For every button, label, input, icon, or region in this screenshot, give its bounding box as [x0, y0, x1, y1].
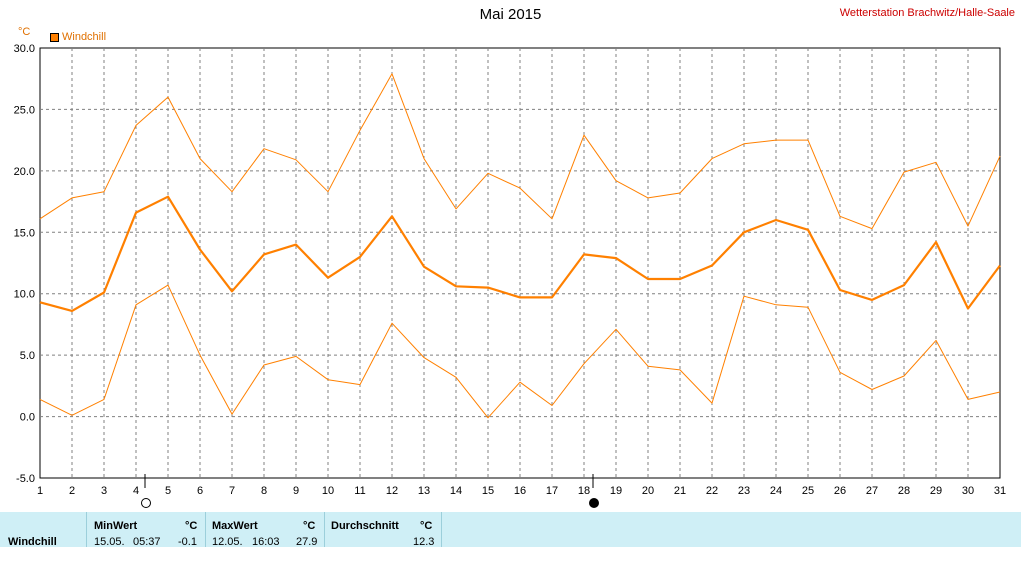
- x-tick-label: 31: [994, 485, 1006, 497]
- y-tick-label: 20.0: [14, 166, 35, 178]
- x-tick-label: 30: [962, 485, 974, 497]
- legend-swatch: [50, 32, 59, 42]
- x-tick-label: 12: [386, 485, 398, 497]
- legend: Windchill: [50, 31, 106, 43]
- station-name: Wetterstation Brachwitz/Halle-Saale: [839, 7, 1015, 19]
- x-tick-label: 13: [418, 485, 430, 497]
- x-tick-label: 3: [101, 485, 107, 497]
- x-tick-label: 4: [133, 485, 139, 497]
- y-tick-label: 0.0: [20, 412, 35, 424]
- max-unit: °C: [303, 520, 316, 532]
- min-time: 05:37: [133, 536, 161, 548]
- x-tick-label: 20: [642, 485, 654, 497]
- x-tick-label: 6: [197, 485, 203, 497]
- x-tick-label: 17: [546, 485, 558, 497]
- max-label: MaxWert: [212, 520, 258, 532]
- max-date: 12.05.: [212, 536, 243, 548]
- y-tick-label: 5.0: [20, 350, 35, 362]
- x-tick-label: 7: [229, 485, 235, 497]
- y-tick-label: 25.0: [14, 104, 35, 116]
- x-tick-label: 28: [898, 485, 910, 497]
- y-tick-label: 15.0: [14, 227, 35, 239]
- series-line-max: [39, 73, 1001, 230]
- x-tick-label: 1: [37, 485, 43, 497]
- min-label: MinWert: [94, 520, 138, 532]
- x-tick-label: 21: [674, 485, 686, 497]
- plot-frame: [39, 47, 1001, 479]
- x-tick-label: 11: [354, 485, 365, 497]
- x-tick-label: 2: [69, 485, 75, 497]
- x-tick-label: 24: [770, 485, 782, 497]
- series-line-min: [39, 284, 1001, 419]
- x-tick-label: 14: [450, 485, 462, 497]
- chart-title: Mai 2015: [479, 6, 542, 23]
- x-tick-label: 10: [322, 485, 334, 497]
- y-tick-label: 30.0: [14, 43, 35, 55]
- x-tick-label: 18: [578, 485, 590, 497]
- x-tick-label: 25: [802, 485, 814, 497]
- windchill-chart: 30.025.020.015.010.05.00.0-5.01 2 3 4 5 6 7 8 9 1…: [14, 43, 1007, 497]
- y-axis-unit: °C: [18, 26, 31, 38]
- y-tick-label: -5.0: [16, 473, 35, 485]
- min-unit: °C: [185, 520, 198, 532]
- x-tick-label: 22: [706, 485, 718, 497]
- statistics-footer: Windchill MinWert °C 15.05. 05:37 -0.1 M…: [0, 512, 1021, 548]
- x-tick-label: 15: [482, 485, 494, 497]
- footer-row-label: Windchill: [8, 536, 57, 548]
- x-tick-label: 19: [610, 485, 622, 497]
- legend-label: Windchill: [62, 31, 107, 43]
- min-date: 15.05.: [94, 536, 125, 548]
- avg-label: Durchschnitt: [331, 520, 399, 532]
- series-line-avg: [39, 195, 1001, 312]
- min-value: -0.1: [178, 536, 197, 548]
- x-tick-label: 27: [866, 485, 878, 497]
- avg-value: 12.3: [413, 536, 435, 548]
- x-tick-label: 9: [293, 485, 299, 497]
- full-moon-icon: [141, 498, 151, 508]
- x-tick-label: 5: [165, 485, 171, 497]
- x-tick-label: 8: [261, 485, 267, 497]
- avg-unit: °C: [420, 520, 433, 532]
- new-moon-icon: [589, 498, 599, 508]
- x-tick-label: 16: [514, 485, 526, 497]
- y-tick-label: 10.0: [14, 289, 35, 301]
- x-tick-label: 23: [738, 485, 750, 497]
- max-value: 27.9: [296, 536, 318, 548]
- x-tick-label: 29: [930, 485, 942, 497]
- max-time: 16:03: [252, 536, 280, 548]
- x-tick-label: 26: [834, 485, 846, 497]
